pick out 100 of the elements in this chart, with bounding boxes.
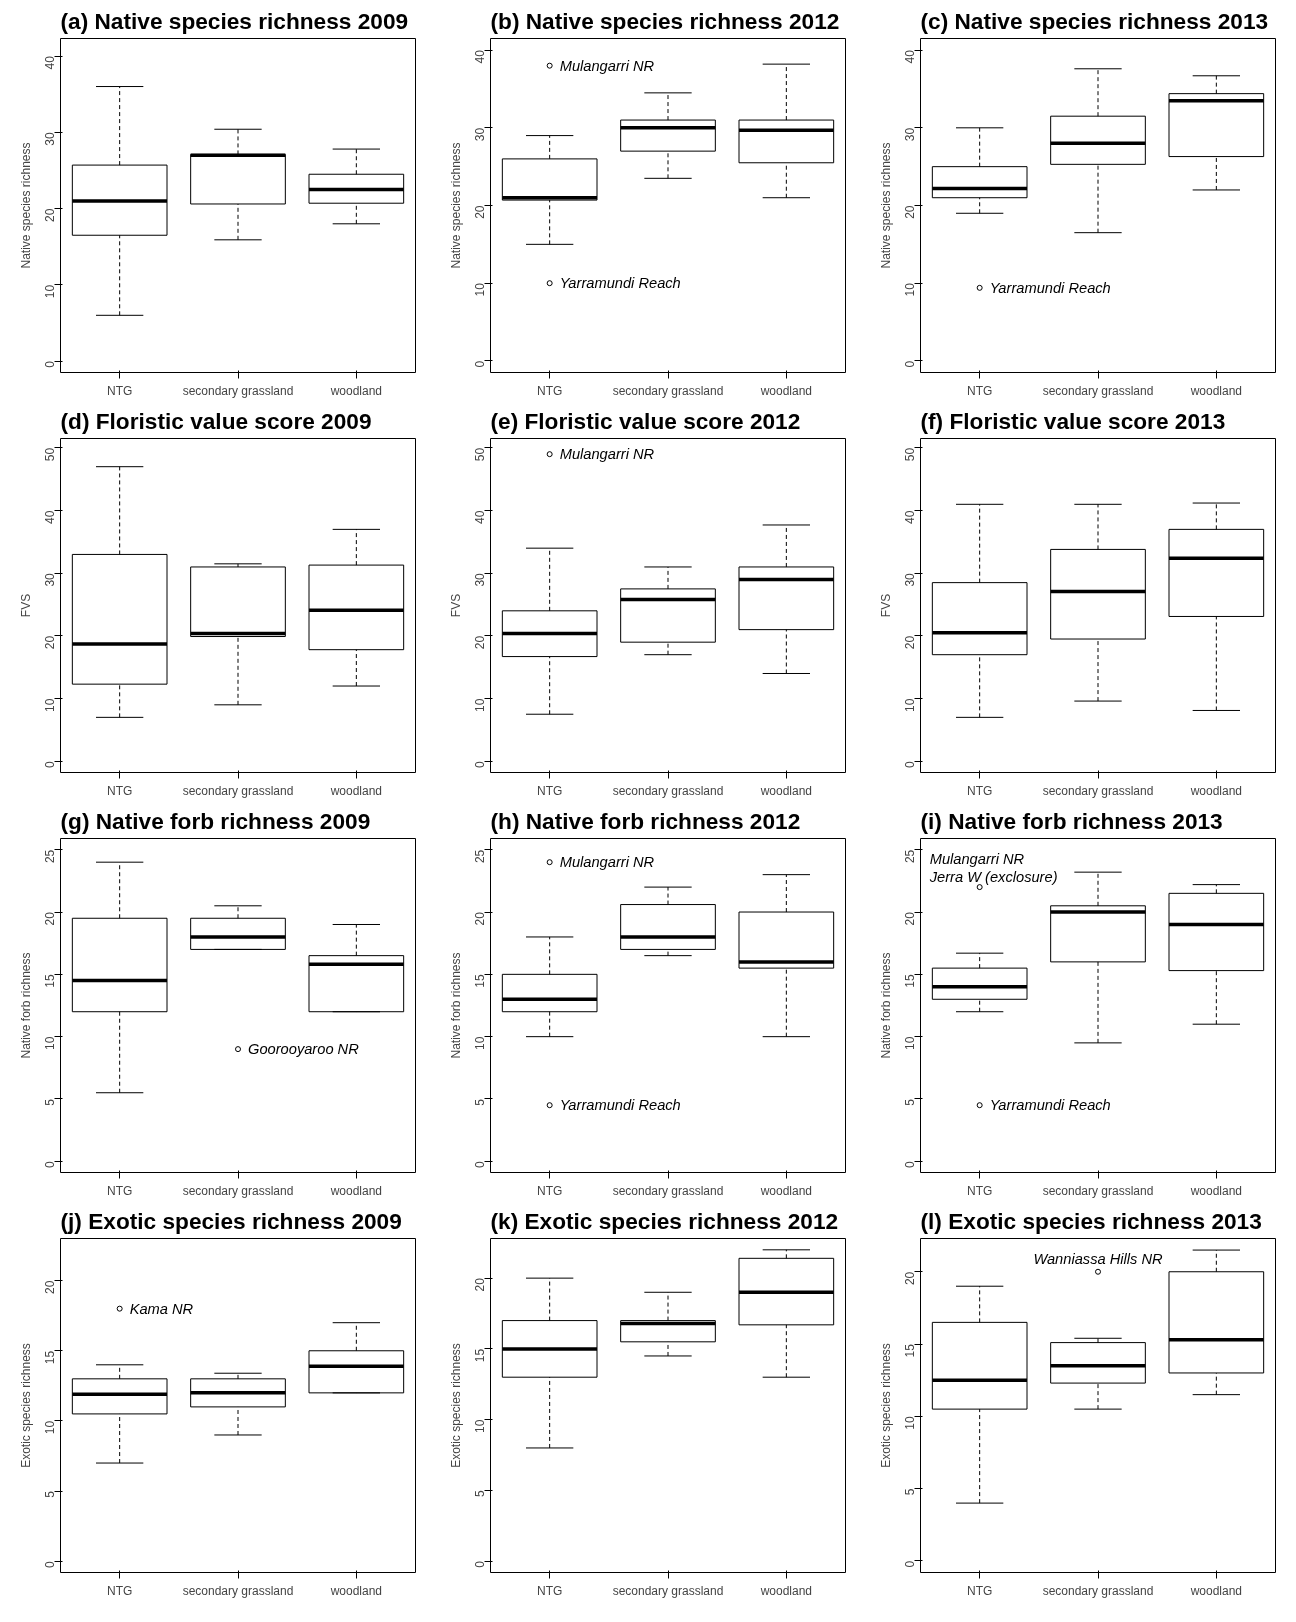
y-tick-label: 10 [473,1419,487,1433]
y-axis-title: Native forb richness [448,952,463,1059]
y-tick-label: 10 [903,1036,917,1050]
x-tick-label: secondary grassland [612,1183,724,1198]
x-tick-label: secondary grassland [1042,783,1154,798]
annotation: Wanniassa Hills NR [1033,1250,1164,1267]
y-tick-label: 30 [43,131,57,146]
y-axis-title: Exotic species richness [18,1343,33,1468]
x-tick-label: secondary grassland [612,383,724,398]
y-tick-label: 15 [43,974,57,988]
y-tick-label: 20 [903,205,917,219]
y-tick-label: 10 [43,1036,57,1050]
y-tick-label: 20 [473,205,487,219]
x-tick-label: woodland [329,1583,383,1598]
chart-title: (h) Native forb richness 2012 [490,807,801,834]
x-tick-label: NTG [967,383,993,398]
x-tick-label: NTG [967,1183,993,1198]
x-tick-label: woodland [329,783,383,798]
chart-title: (b) Native species richness 2012 [490,7,840,34]
y-tick-label: 25 [43,849,57,864]
y-tick-label: 5 [473,1098,487,1106]
y-tick-label: 20 [473,635,487,650]
y-tick-label: 20 [473,1277,487,1292]
chart-title: (j) Exotic species richness 2009 [60,1207,402,1234]
chart-title: (c) Native species richness 2013 [920,7,1269,34]
y-tick-label: 0 [43,360,57,368]
y-tick-label: 20 [473,911,487,926]
chart-title: (i) Native forb richness 2013 [920,807,1223,834]
y-tick-label: 20 [43,208,57,222]
x-tick-label: NTG [537,783,563,798]
y-axis-title: FVS [448,593,463,618]
y-axis-title: FVS [878,593,893,618]
x-tick-label: secondary grassland [1042,1583,1154,1598]
y-tick-label: 50 [43,447,57,462]
chart-title: (a) Native species richness 2009 [60,7,409,34]
chart-title: (l) Exotic species richness 2013 [920,1207,1262,1234]
y-tick-label: 50 [473,447,487,462]
y-tick-label: 30 [903,127,917,142]
y-tick-label: 40 [473,49,487,64]
y-tick-label: 25 [903,849,917,864]
y-tick-label: 0 [473,1160,487,1168]
y-tick-label: 0 [903,760,917,768]
y-tick-label: 10 [43,698,57,712]
x-tick-label: secondary grassland [182,383,294,398]
y-tick-label: 0 [43,1160,57,1168]
x-tick-label: NTG [967,783,993,798]
annotation: Mulangarri NR [559,854,655,871]
chart-title: (k) Exotic species richness 2012 [490,1207,839,1234]
y-tick-label: 10 [903,282,917,297]
y-tick-label: 0 [43,1560,57,1568]
y-tick-label: 5 [43,1490,57,1498]
x-tick-label: secondary grassland [182,1183,294,1198]
chart-title: (f) Floristic value score 2013 [920,407,1226,434]
y-tick-label: 15 [43,1350,57,1365]
y-tick-label: 10 [903,1416,917,1430]
chart-title: (d) Floristic value score 2009 [60,407,372,434]
x-tick-label: woodland [1189,383,1243,398]
x-tick-label: woodland [1189,783,1243,798]
annotation: Jerra W (exclosure) [928,869,1058,886]
y-tick-label: 5 [903,1488,917,1496]
x-tick-label: NTG [107,1583,133,1598]
y-tick-label: 0 [903,1160,917,1168]
x-tick-label: woodland [329,1183,383,1198]
x-tick-label: secondary grassland [182,1583,294,1598]
y-tick-label: 0 [903,360,917,368]
y-axis-title: Native forb richness [18,952,33,1059]
y-axis-title: FVS [18,593,33,618]
x-tick-label: woodland [329,383,383,398]
y-tick-label: 40 [473,510,487,524]
y-tick-label: 15 [903,1343,917,1358]
y-tick-label: 25 [473,849,487,864]
y-axis-title: Native forb richness [878,952,893,1059]
x-tick-label: woodland [759,1183,813,1198]
y-tick-label: 15 [473,974,487,988]
x-tick-label: woodland [759,383,813,398]
y-tick-label: 5 [903,1098,917,1106]
y-tick-label: 40 [903,49,917,64]
y-tick-label: 10 [473,698,487,712]
x-tick-label: woodland [1189,1183,1243,1198]
annotation: Kama NR [129,1300,194,1317]
x-tick-label: woodland [759,1583,813,1598]
y-tick-label: 10 [473,1036,487,1050]
y-tick-label: 20 [903,635,917,650]
annotation: Mulangarri NR [559,57,655,74]
y-tick-label: 30 [43,572,57,587]
y-tick-label: 20 [903,911,917,926]
x-tick-label: woodland [759,783,813,798]
y-tick-label: 10 [43,284,57,299]
y-tick-label: 40 [43,55,57,70]
x-tick-label: woodland [1189,1583,1243,1598]
y-axis-title: Native species richness [878,142,893,269]
y-tick-label: 15 [473,1348,487,1363]
y-axis-title: Native species richness [18,142,33,269]
annotation: Yarramundi Reach [989,279,1111,296]
x-tick-label: secondary grassland [1042,383,1154,398]
y-tick-label: 0 [473,760,487,768]
y-axis-title: Exotic species richness [448,1343,463,1468]
x-tick-label: NTG [537,1183,563,1198]
x-tick-label: NTG [537,383,563,398]
y-tick-label: 10 [43,1420,57,1435]
